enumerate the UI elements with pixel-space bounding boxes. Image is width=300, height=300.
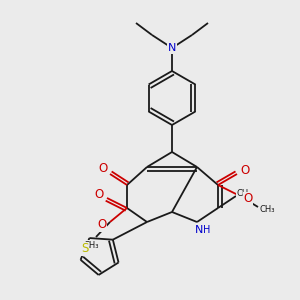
Text: O: O (98, 218, 106, 232)
Text: CH₃: CH₃ (83, 241, 99, 250)
Text: O: O (243, 193, 253, 206)
Text: H: H (203, 225, 211, 235)
Text: O: O (98, 163, 108, 176)
Text: N: N (195, 225, 203, 235)
Text: O: O (240, 164, 250, 176)
Text: CH₃: CH₃ (236, 190, 252, 199)
Text: CH₃: CH₃ (259, 206, 275, 214)
Text: O: O (94, 188, 103, 200)
Text: S: S (81, 242, 89, 255)
Text: N: N (168, 43, 176, 53)
